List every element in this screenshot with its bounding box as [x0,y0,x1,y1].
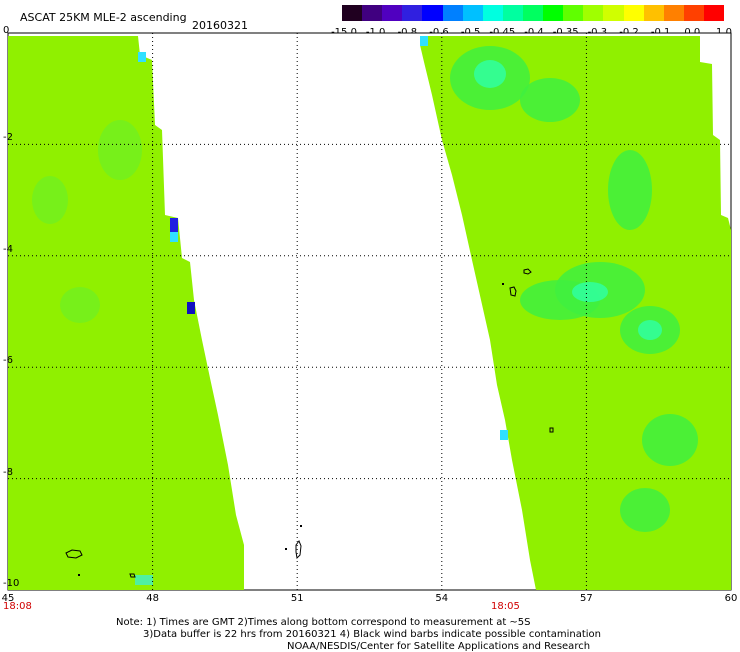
edge-pixel-cyan [170,232,178,242]
wind-patch-green [98,120,142,180]
pass-time-left: 18:08 [3,601,32,612]
colorbar-swatch [703,5,725,21]
note-line-2: 3)Data buffer is 22 hrs from 20160321 4)… [143,629,601,640]
island-outline [523,268,532,275]
colorbar-swatch [462,5,483,21]
wind-patch-cyan [638,320,662,340]
longitude-tick-label: 45 [1,593,15,604]
island-dot [285,548,287,550]
swath-layer [8,36,731,590]
latitude-tick-label: -6 [3,355,13,367]
wind-patch-green [60,287,100,323]
wind-patch-green [642,414,698,466]
product-title: ASCAT 25KM MLE-2 ascending [20,11,187,24]
longitude-tick-label: 54 [435,593,449,604]
colorbar-swatch [402,5,423,21]
island-outline [549,427,554,433]
wind-patch-cyan [474,60,506,88]
edge-pixel-cyan [420,36,428,46]
colorbar-swatch [543,5,564,21]
island-dot [78,574,80,576]
wind-patch-green [32,176,68,224]
colorbar-swatch [522,5,544,21]
island-outline [509,286,517,297]
colorbar-swatch [442,5,463,21]
latitude-tick-label: 0 [3,25,10,36]
pass-time-right: 18:05 [491,601,520,612]
colorbar-swatch [342,5,363,21]
colorbar-swatch [502,5,523,21]
swath-left [8,36,244,590]
colorbar-swatch [603,5,624,21]
edge-pixel-blue [187,302,195,314]
note-line-1: Note: 1) Times are GMT 2)Times along bot… [116,617,531,628]
longitude-tick-label: 48 [146,593,159,604]
wind-patch-cyan [572,282,608,302]
note-line-3: NOAA/NESDIS/Center for Satellite Applica… [287,641,591,652]
wind-patch-green [620,488,670,532]
wind-patch-green [608,150,652,230]
longitude-tick-label: 57 [580,593,593,604]
island-outline [65,549,83,559]
colorbar-swatch [563,5,584,21]
colorbar-swatch [643,5,664,21]
edge-pixel-cyan [138,52,146,62]
colorbar-swatch [362,5,383,21]
colorbar-swatch [583,5,604,21]
colorbar-swatch [663,5,684,21]
island-outline [129,573,136,578]
latitude-tick-label: -8 [3,466,13,478]
colorbar-swatch [422,5,443,21]
longitude-tick-label: 51 [290,593,304,604]
colorbar-swatch [482,5,503,21]
colorbar [342,5,725,21]
longitude-tick-label: 60 [724,593,738,604]
coastline-layer [65,268,554,578]
island-dot [300,525,302,527]
colorbar-swatch [623,5,644,21]
colorbar-swatch [683,5,704,21]
island-outline [295,539,302,560]
latitude-tick-label: -4 [3,243,13,255]
latitude-tick-label: -2 [3,132,13,144]
latitude-tick-label: -10 [3,578,20,589]
wind-patch-green [520,78,580,122]
island-dot [502,283,504,285]
product-date: 20160321 [192,19,248,32]
edge-pixel-cyan [135,575,153,585]
colorbar-swatch [382,5,403,21]
edge-pixel-blue [170,218,178,232]
edge-pixel-cyan [500,430,508,440]
graticule [8,33,731,590]
